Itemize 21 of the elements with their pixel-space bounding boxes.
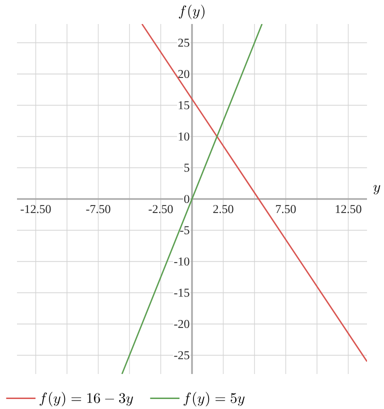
y-tick-label: 20 — [178, 70, 190, 78]
y-tick-label: 15 — [178, 101, 190, 110]
legend-label: $f(y) = 16 - 3y$ — [40, 392, 133, 406]
y-tick-label: -15 — [174, 288, 190, 297]
y-tick-label: -10 — [174, 257, 190, 266]
y-tick-label: 25 — [178, 38, 190, 47]
y-axis-title: $f(y)$ — [178, 4, 204, 20]
x-tick-label: 7.50 — [276, 205, 296, 214]
x-tick-label: 12.50 — [336, 205, 362, 214]
x-tick-label: -7.50 — [86, 205, 110, 214]
y-tick-label: -25 — [174, 351, 190, 360]
y-tick-label: 5 — [184, 164, 190, 172]
x-tick-label: -2.50 — [148, 205, 173, 214]
y-tick-label: 10 — [178, 132, 190, 141]
x-tick-label: 2.50 — [213, 205, 234, 214]
x-axis-title: $y$ — [373, 184, 380, 194]
y-tick-label: -20 — [174, 320, 190, 328]
y-tick-label: -5 — [180, 226, 190, 234]
x-tick-label: -12.50 — [20, 205, 51, 214]
legend-label: $f(y) = 5y$ — [184, 392, 245, 406]
y-tick-label: 0 — [184, 194, 190, 204]
